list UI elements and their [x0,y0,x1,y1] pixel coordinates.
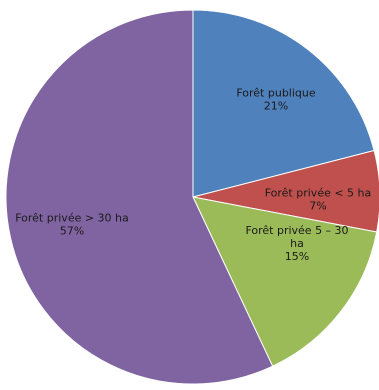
pie-category-label: Forêt publique [236,87,316,100]
pie-data-label: Forêt privée 5 – 30 ha 15% [245,224,348,263]
pie-data-labels: Forêt publique 21%Forêt privée < 5 ha 7%Fo… [15,87,371,264]
pie-percent-label: 57% [60,225,84,238]
pie-category-label: Forêt privée 5 – 30 [245,224,348,237]
pie-data-label: Forêt publique 21% [236,87,316,113]
pie-slice [5,9,274,385]
pie-percent-label: 15% [285,250,309,263]
pie-data-label: Forêt privée > 30 ha 57% [15,212,129,238]
pie-slice [192,9,375,198]
pie-slice [192,196,378,367]
pie-percent-label: 21% [264,100,288,113]
pie-data-label: Forêt privée < 5 ha 7% [265,187,372,213]
pie-percent-label: 7% [309,200,326,213]
pie-category-label: ha [290,237,304,250]
pie-slices [5,9,379,385]
pie-category-label: Forêt privée > 30 ha [15,212,129,225]
pie-category-label: Forêt privée < 5 ha [265,187,372,200]
